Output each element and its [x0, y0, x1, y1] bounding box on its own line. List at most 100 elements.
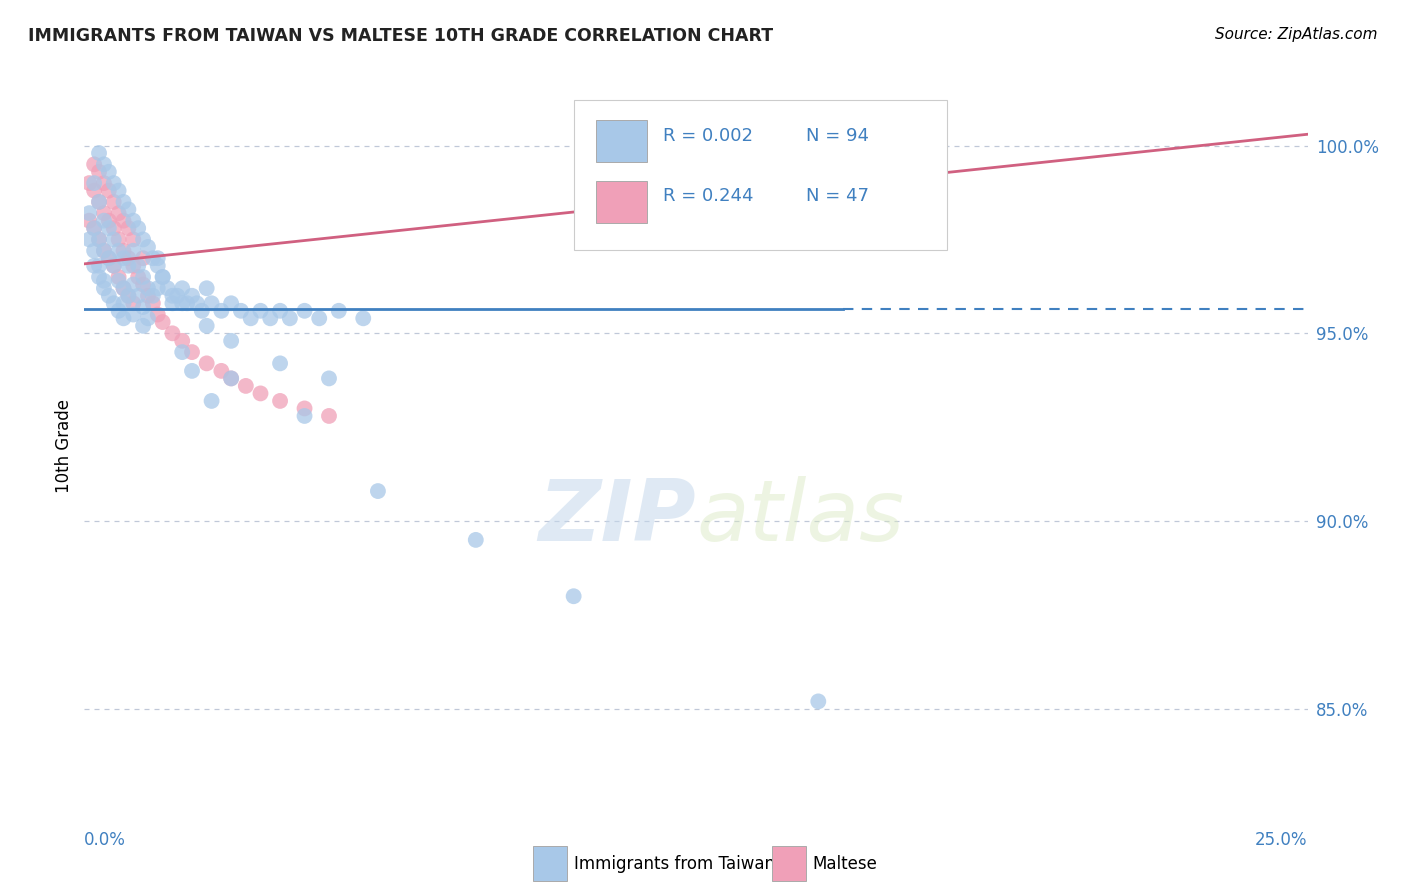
Point: [122, 232, 145, 246]
Point: [107, 184, 129, 198]
Point: [117, 202, 139, 217]
Point: [97, 213, 120, 227]
Text: ZIP: ZIP: [538, 475, 696, 559]
Point: [97, 251, 120, 265]
Point: [122, 296, 145, 310]
Point: [117, 221, 139, 235]
Point: [136, 281, 159, 295]
Point: [186, 296, 208, 310]
Point: [127, 289, 149, 303]
Point: [122, 277, 145, 292]
Text: Source: ZipAtlas.com: Source: ZipAtlas.com: [1215, 27, 1378, 42]
Point: [464, 533, 486, 547]
Point: [93, 274, 115, 288]
Point: [87, 146, 110, 161]
Point: [318, 371, 340, 385]
Point: [112, 281, 135, 295]
Point: [146, 281, 169, 295]
Point: [117, 251, 139, 265]
Point: [172, 334, 194, 348]
Point: [122, 244, 145, 258]
Point: [162, 296, 184, 310]
Point: [162, 289, 184, 303]
Point: [112, 244, 135, 258]
Point: [87, 165, 110, 179]
Point: [107, 274, 129, 288]
Point: [172, 345, 194, 359]
Point: [136, 289, 159, 303]
Point: [156, 281, 179, 295]
Point: [103, 176, 125, 190]
Point: [87, 232, 110, 246]
Point: [112, 194, 135, 209]
Point: [132, 270, 155, 285]
Point: [142, 289, 165, 303]
Point: [191, 303, 214, 318]
Point: [132, 300, 155, 314]
Point: [127, 221, 149, 235]
Point: [83, 221, 105, 235]
Text: R = 0.244: R = 0.244: [664, 187, 754, 205]
Point: [87, 194, 110, 209]
Point: [294, 401, 316, 416]
Point: [97, 165, 120, 179]
Point: [200, 296, 222, 310]
Point: [77, 176, 100, 190]
Point: [103, 232, 125, 246]
Text: R = 0.002: R = 0.002: [664, 127, 754, 145]
Point: [77, 232, 100, 246]
Point: [103, 259, 125, 273]
Point: [77, 213, 100, 227]
Point: [219, 371, 242, 385]
Text: Maltese: Maltese: [813, 855, 877, 873]
Point: [107, 303, 129, 318]
Point: [562, 589, 585, 603]
Point: [77, 206, 100, 220]
Point: [142, 296, 165, 310]
Point: [107, 270, 129, 285]
Point: [127, 270, 149, 285]
Point: [219, 371, 242, 385]
Point: [195, 318, 218, 333]
Point: [269, 303, 291, 318]
Point: [239, 311, 262, 326]
Point: [209, 364, 232, 378]
Point: [172, 296, 194, 310]
Point: [152, 270, 174, 285]
Text: atlas: atlas: [696, 475, 904, 559]
Point: [83, 221, 105, 235]
Point: [181, 364, 204, 378]
Point: [152, 315, 174, 329]
Point: [176, 296, 198, 310]
Point: [352, 311, 374, 326]
Point: [107, 244, 129, 258]
Point: [249, 386, 271, 401]
Point: [318, 409, 340, 423]
Point: [93, 281, 115, 295]
Point: [97, 251, 120, 265]
Point: [195, 281, 218, 295]
Point: [107, 206, 129, 220]
Point: [83, 176, 105, 190]
Point: [278, 311, 301, 326]
Point: [107, 232, 129, 246]
Point: [136, 240, 159, 254]
Point: [93, 206, 115, 220]
Point: [97, 184, 120, 198]
Point: [93, 157, 115, 171]
Point: [93, 213, 115, 227]
Point: [93, 244, 115, 258]
Text: 25.0%: 25.0%: [1256, 831, 1308, 849]
Point: [117, 289, 139, 303]
Point: [132, 251, 155, 265]
Point: [112, 296, 135, 310]
Point: [112, 251, 135, 265]
Point: [87, 232, 110, 246]
Point: [235, 379, 257, 393]
Point: [83, 259, 105, 273]
Point: [83, 184, 105, 198]
Point: [103, 194, 125, 209]
Point: [122, 259, 145, 273]
Point: [219, 296, 242, 310]
Point: [132, 277, 155, 292]
